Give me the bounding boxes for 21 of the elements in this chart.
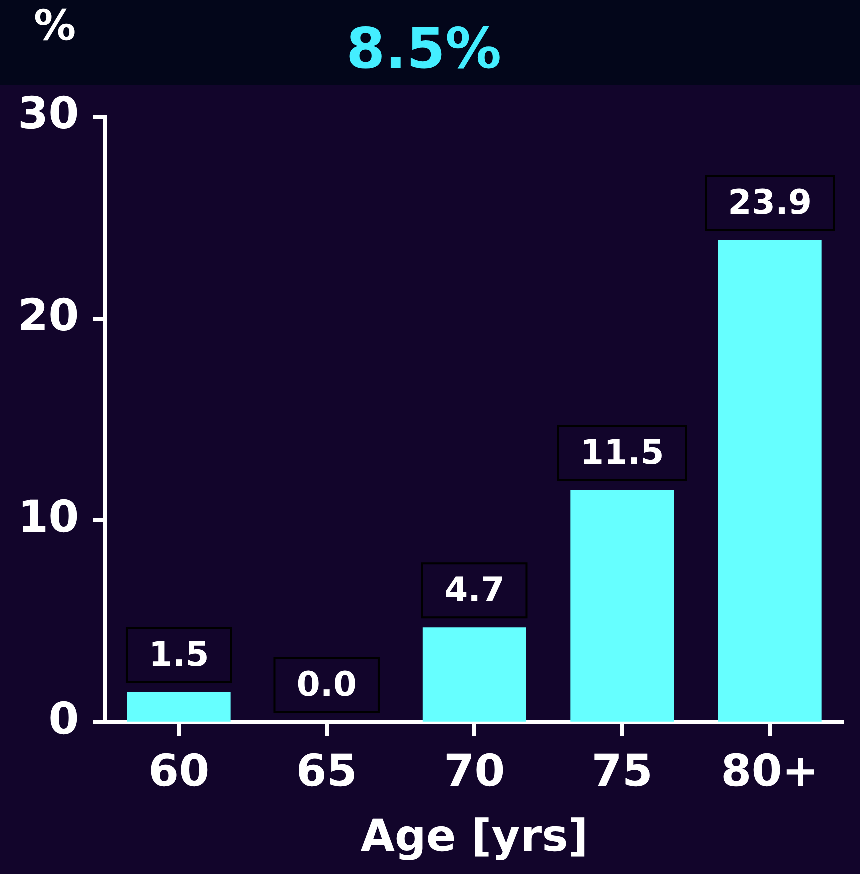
x-tick-label: 80+ (721, 746, 820, 798)
y-axis-title: % (34, 0, 76, 50)
bar (718, 240, 822, 722)
x-tick-label: 65 (296, 746, 358, 798)
x-tick-label: 75 (592, 746, 653, 798)
y-tick-label: 10 (18, 492, 80, 544)
chart-title: 8.5% (346, 17, 502, 82)
data-label: 1.5 (148, 634, 210, 675)
data-label: 23.9 (728, 183, 812, 224)
bar (127, 692, 231, 722)
x-tick-label: 60 (148, 746, 210, 798)
bar (422, 628, 526, 722)
y-tick-label: 30 (18, 88, 80, 140)
x-axis-title: Age [yrs] (360, 811, 588, 862)
bar (570, 490, 674, 722)
data-label: 4.7 (444, 570, 505, 610)
data-label: 11.5 (580, 433, 664, 474)
y-tick-label: 20 (18, 290, 80, 342)
x-tick-label: 70 (444, 746, 506, 798)
y-tick-label: 0 (48, 694, 80, 745)
data-label: 0.0 (296, 665, 357, 706)
